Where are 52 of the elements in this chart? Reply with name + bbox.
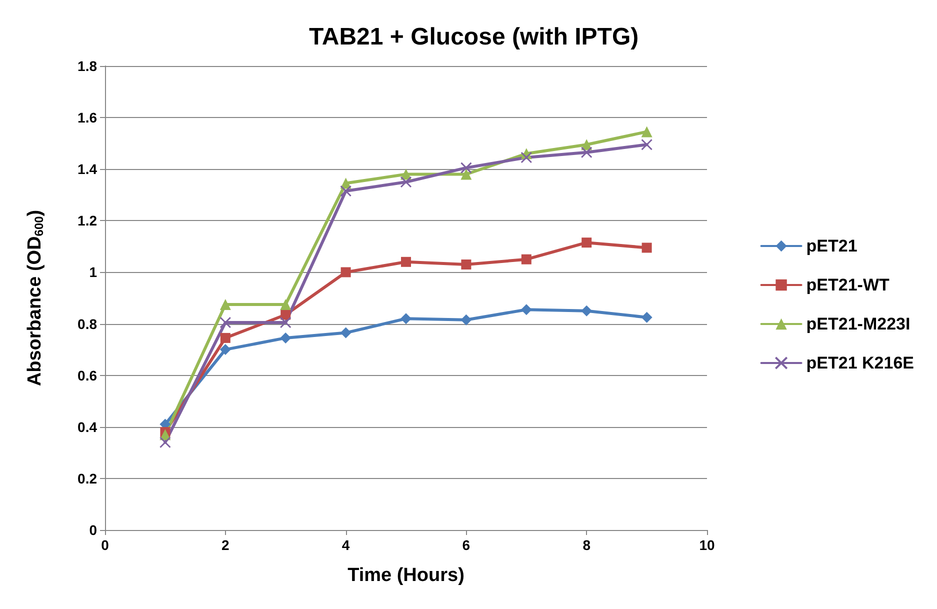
- point: [642, 242, 652, 253]
- x-tick-label: 10: [699, 537, 715, 553]
- y-tick-label: 1.2: [78, 212, 98, 229]
- x-tick-label: 6: [462, 537, 470, 553]
- point: [340, 267, 351, 278]
- chart-title: TAB21 + Glucose (with IPTG): [309, 24, 639, 50]
- y-tick-label: 0.4: [78, 418, 98, 435]
- point: [340, 185, 352, 197]
- x-tick-label: 0: [101, 537, 110, 553]
- y-tick-label: 1: [89, 264, 98, 280]
- x-axis-title: Time (Hours): [348, 565, 464, 586]
- point: [340, 327, 352, 338]
- y-axis-title: Absorbance (OD600): [24, 210, 46, 386]
- point: [460, 168, 472, 180]
- y-tick-label: 0: [89, 522, 98, 538]
- point: [641, 312, 652, 323]
- legend-label: pET21-M223I: [806, 314, 910, 334]
- point: [521, 254, 532, 264]
- point: [280, 298, 292, 310]
- point: [582, 238, 592, 248]
- point: [280, 316, 292, 328]
- point: [280, 310, 291, 320]
- x-tick-label: 2: [222, 537, 230, 553]
- point: [520, 152, 532, 164]
- point: [220, 332, 230, 343]
- y-tick-label: 1.8: [78, 58, 98, 74]
- point: [460, 314, 472, 326]
- point: [520, 304, 532, 316]
- x-tick-label: 8: [582, 537, 591, 553]
- point: [581, 305, 592, 316]
- point: [159, 436, 171, 448]
- x-tick-label: 4: [342, 537, 350, 553]
- point: [400, 176, 412, 188]
- point: [460, 162, 472, 174]
- point: [461, 259, 472, 270]
- legend-label: pET21 K216E: [806, 354, 914, 372]
- point: [641, 138, 653, 150]
- point: [400, 313, 412, 324]
- y-tick-label: 1.4: [78, 161, 98, 178]
- legend-label: pET21: [806, 236, 858, 256]
- point: [401, 256, 411, 267]
- y-tick-label: 0.6: [78, 367, 98, 384]
- point: [220, 298, 231, 310]
- legend-label: pET21-WT: [806, 276, 890, 294]
- point: [280, 332, 292, 344]
- point: [220, 344, 231, 356]
- y-tick-label: 1.6: [78, 110, 98, 126]
- point: [220, 316, 232, 328]
- point: [641, 126, 652, 138]
- point: [580, 146, 592, 158]
- y-tick-label: 0.2: [78, 470, 98, 486]
- y-tick-label: 0.8: [78, 316, 98, 332]
